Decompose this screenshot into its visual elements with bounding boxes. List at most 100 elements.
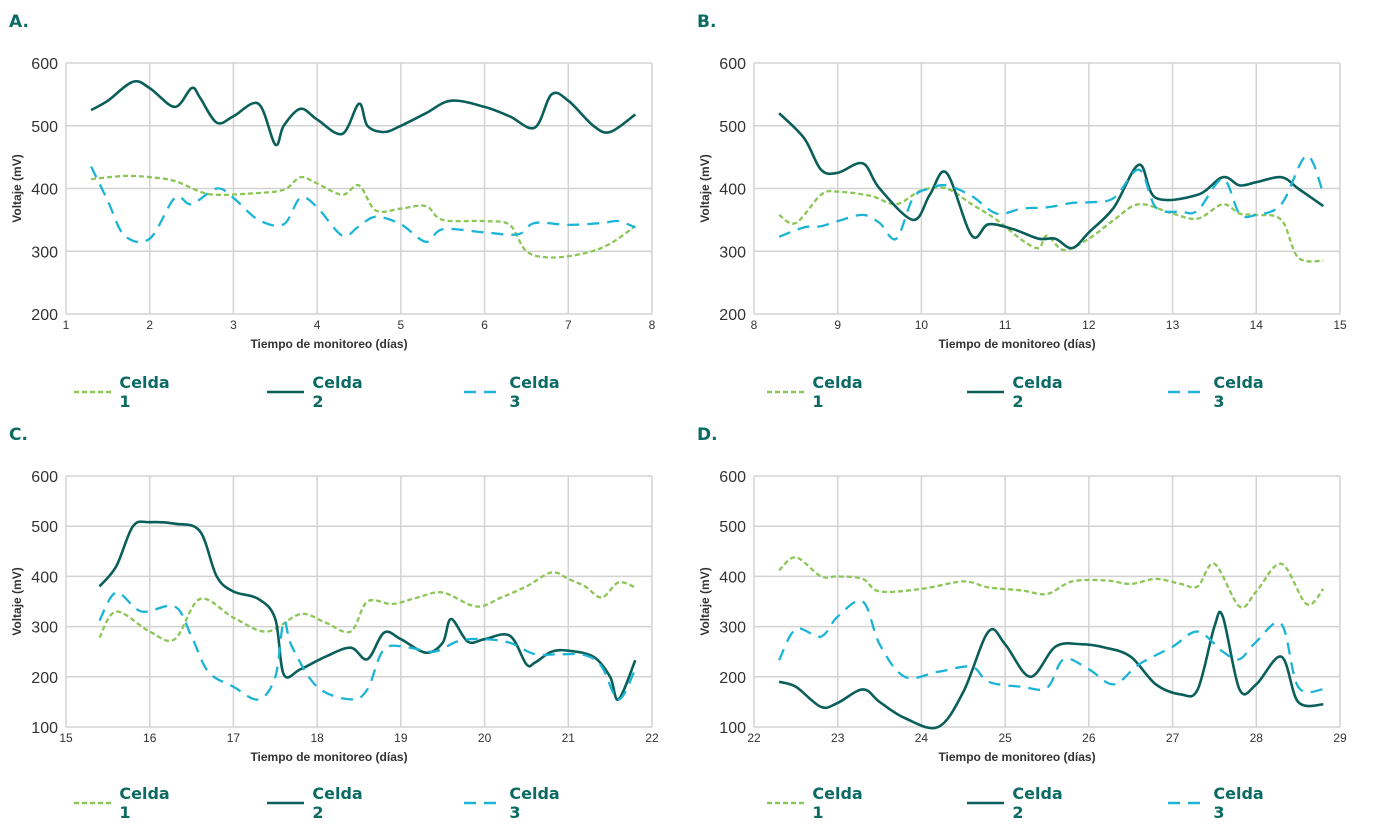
x-axis-title: Tiempo de monitoreo (días): [250, 337, 407, 351]
x-tick-label: 17: [227, 731, 241, 745]
x-tick-label: 11: [999, 318, 1012, 332]
legend-label: Celda 1: [812, 784, 869, 822]
x-tick-label: 2: [146, 318, 153, 332]
x-tick-label: 5: [398, 318, 405, 332]
legend-item-celda-3: Celda 3: [464, 791, 566, 815]
x-tick-label: 15: [59, 731, 73, 745]
y-tick-label: 300: [719, 244, 746, 261]
y-tick-label: 300: [31, 620, 58, 637]
legend-swatch-celda-3: [1168, 389, 1205, 395]
y-tick-label: 500: [31, 119, 58, 136]
y-axis-title: Voltaje (mV): [10, 154, 24, 222]
x-tick-label: 28: [1250, 731, 1264, 745]
legend-item-celda-2: Celda 2: [967, 791, 1069, 815]
legend-item-celda-3: Celda 3: [1168, 791, 1270, 815]
y-tick-label: 200: [31, 670, 58, 687]
series-line-celda-3: [779, 156, 1323, 240]
y-tick-label: 400: [31, 569, 58, 586]
legend-item-celda-1: Celda 1: [74, 380, 176, 404]
legend-swatch-celda-2: [967, 389, 1004, 395]
x-tick-label: 22: [645, 731, 659, 745]
legend-label: Celda 1: [812, 373, 869, 411]
legend-label: Celda 2: [312, 373, 369, 411]
legend-label: Celda 3: [509, 373, 566, 411]
x-tick-label: 1: [63, 318, 70, 332]
chart-panel-c: C. 15 16 17 18 19 20 21 22 100 200 300 400 500 600 Tie…: [9, 425, 689, 825]
y-axis-title: Voltaje (mV): [10, 567, 24, 635]
series-line-celda-3: [779, 601, 1323, 693]
series-line-celda-3: [100, 592, 636, 699]
y-tick-label: 600: [719, 469, 746, 486]
series-line-celda-2: [779, 113, 1323, 248]
x-tick-label: 23: [831, 731, 845, 745]
legend-swatch-celda-2: [267, 389, 304, 395]
legend-item-celda-1: Celda 1: [767, 380, 869, 404]
x-tick-label: 19: [394, 731, 408, 745]
y-tick-label: 300: [31, 244, 58, 261]
series-line-celda-1: [779, 557, 1323, 607]
legend-item-celda-2: Celda 2: [967, 380, 1069, 404]
x-tick-label: 8: [649, 318, 656, 332]
x-tick-label: 13: [1166, 318, 1180, 332]
x-tick-label: 16: [143, 731, 157, 745]
x-tick-label: 25: [998, 731, 1012, 745]
legend-label: Celda 3: [509, 784, 566, 822]
y-tick-label: 500: [719, 519, 746, 536]
x-tick-label: 10: [915, 318, 929, 332]
series-line-celda-1: [100, 572, 636, 641]
y-tick-label: 500: [31, 519, 58, 536]
x-tick-label: 3: [230, 318, 237, 332]
legend-label: Celda 1: [119, 373, 176, 411]
chart-panel-d: D. 22 23 24 25 26 27 28 29 100 200 300 400 500 600 Tie…: [697, 425, 1377, 825]
chart-panel-b: B. 8 9 10 11 12 13 14 15 200 300 400 500 600 Tiempo d…: [697, 12, 1377, 412]
x-tick-label: 29: [1333, 731, 1347, 745]
x-tick-label: 22: [747, 731, 761, 745]
x-tick-label: 4: [314, 318, 321, 332]
legend-item-celda-2: Celda 2: [267, 380, 369, 404]
x-tick-label: 7: [565, 318, 572, 332]
x-tick-label: 8: [751, 318, 758, 332]
x-axis-title: Tiempo de monitoreo (días): [938, 750, 1095, 764]
y-axis-title: Voltaje (mV): [698, 154, 712, 222]
legend-item-celda-2: Celda 2: [267, 791, 369, 815]
y-tick-label: 200: [719, 307, 746, 324]
chart-d: 22 23 24 25 26 27 28 29 100 200 300 400 500 600 Tiempo…: [697, 425, 1377, 825]
x-axis-title: Tiempo de monitoreo (días): [938, 337, 1095, 351]
x-tick-label: 12: [1082, 318, 1096, 332]
y-tick-label: 400: [719, 569, 746, 586]
chart-panel-a: A. 1 2 3 4 5 6 7 8 200 300 400 500 600 Tiempo de moni…: [9, 12, 689, 412]
y-tick-label: 600: [719, 56, 746, 73]
x-tick-label: 14: [1250, 318, 1264, 332]
legend-swatch-celda-1: [767, 800, 804, 806]
y-axis-title: Voltaje (mV): [698, 567, 712, 635]
chart-b: 8 9 10 11 12 13 14 15 200 300 400 500 600 Tiempo de m…: [697, 12, 1377, 412]
x-tick-label: 24: [915, 731, 929, 745]
y-tick-label: 400: [719, 182, 746, 199]
x-tick-label: 18: [310, 731, 324, 745]
x-axis-title: Tiempo de monitoreo (días): [250, 750, 407, 764]
y-tick-label: 100: [719, 720, 746, 737]
legend-label: Celda 3: [1213, 784, 1270, 822]
legend-label: Celda 3: [1213, 373, 1270, 411]
series-line-celda-3: [91, 167, 635, 243]
legend-swatch-celda-2: [267, 800, 304, 806]
legend-label: Celda 2: [1012, 373, 1069, 411]
y-tick-label: 400: [31, 182, 58, 199]
series-line-celda-2: [779, 612, 1323, 728]
legend-label: Celda 2: [1012, 784, 1069, 822]
legend-swatch-celda-3: [464, 389, 501, 395]
legend-swatch-celda-3: [1168, 800, 1205, 806]
series-line-celda-2: [91, 81, 635, 145]
legend-item-celda-1: Celda 1: [74, 791, 176, 815]
x-tick-label: 27: [1166, 731, 1180, 745]
x-tick-label: 21: [562, 731, 576, 745]
legend-label: Celda 2: [312, 784, 369, 822]
legend-label: Celda 1: [119, 784, 176, 822]
x-tick-label: 20: [478, 731, 492, 745]
legend-swatch-celda-3: [464, 800, 501, 806]
y-tick-label: 200: [31, 307, 58, 324]
legend-swatch-celda-1: [767, 389, 804, 395]
chart-c: 15 16 17 18 19 20 21 22 100 200 300 400 500 600 Tiempo…: [9, 425, 689, 825]
y-tick-label: 600: [31, 56, 58, 73]
series-line-celda-1: [779, 187, 1323, 261]
